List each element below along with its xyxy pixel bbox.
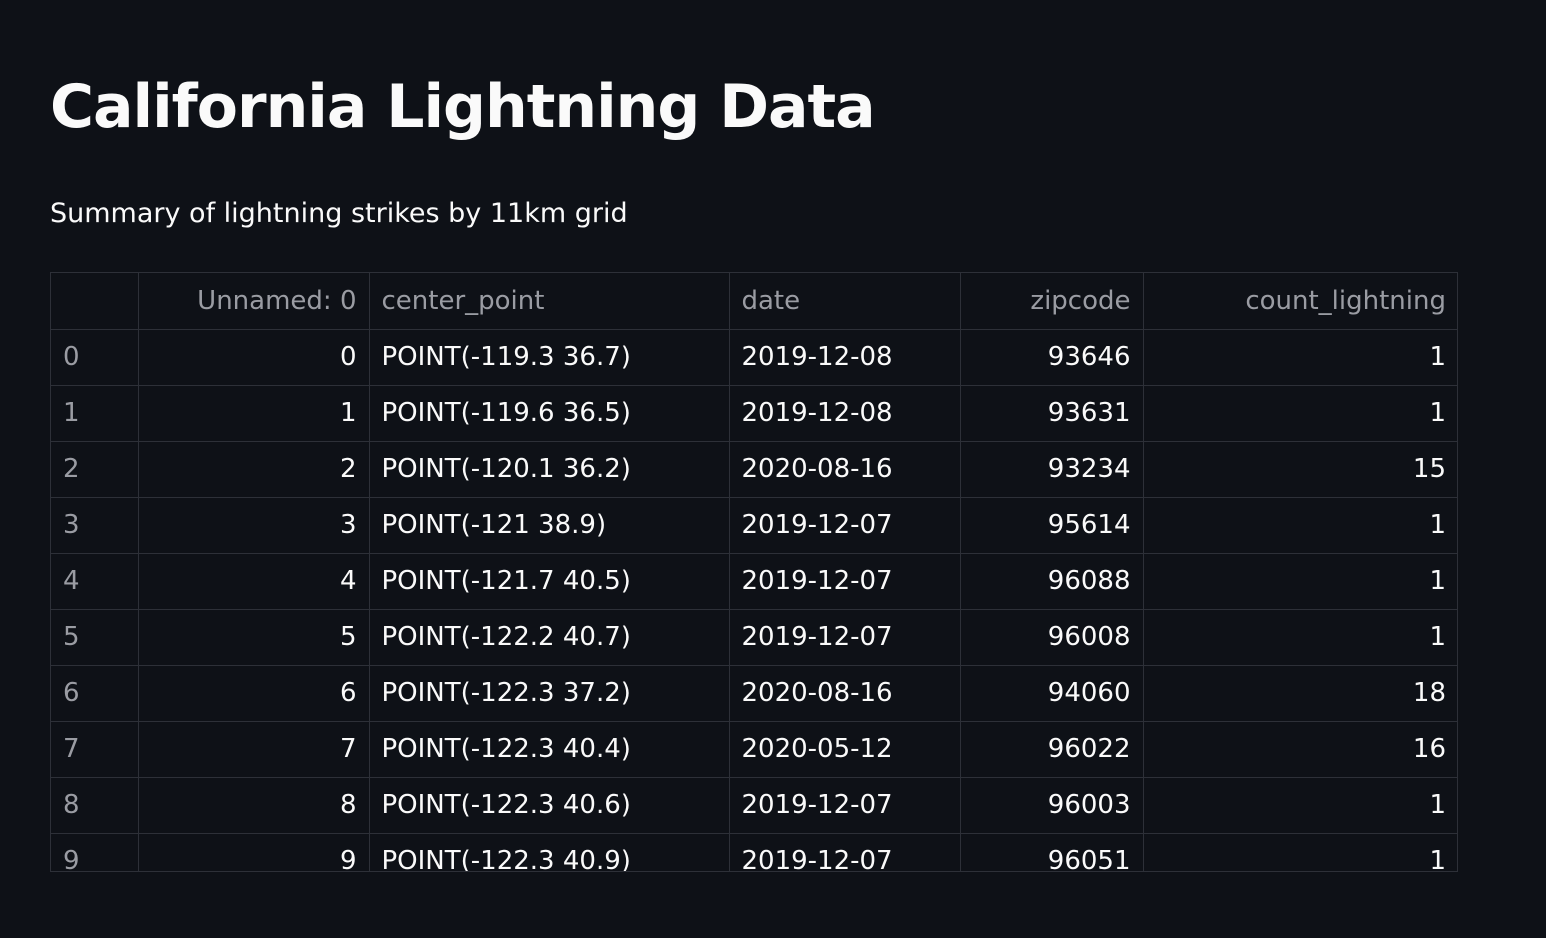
cell-index[interactable]: 6 <box>51 665 139 722</box>
cell-date[interactable]: 2019-12-08 <box>729 329 961 386</box>
cell-count-lightning[interactable]: 1 <box>1143 833 1457 871</box>
cell-zipcode[interactable]: 93646 <box>960 329 1144 386</box>
cell-count-lightning[interactable]: 1 <box>1143 609 1457 666</box>
dataframe[interactable]: Unnamed: 0 center_point date zipcode cou… <box>50 272 1458 872</box>
cell-index[interactable]: 9 <box>51 833 139 871</box>
cell-zipcode[interactable]: 96051 <box>960 833 1144 871</box>
column-header-unnamed[interactable]: Unnamed: 0 <box>138 273 370 330</box>
table-row[interactable]: 8 8 POINT(-122.3 40.6) 2019-12-07 96003 1 <box>51 777 1457 834</box>
cell-date[interactable]: 2019-12-08 <box>729 385 961 442</box>
cell-date[interactable]: 2019-12-07 <box>729 833 961 871</box>
cell-unnamed[interactable]: 9 <box>138 833 370 871</box>
cell-date[interactable]: 2019-12-07 <box>729 609 961 666</box>
cell-center-point[interactable]: POINT(-120.1 36.2) <box>369 441 730 498</box>
table-row[interactable]: 3 3 POINT(-121 38.9) 2019-12-07 95614 1 <box>51 497 1457 554</box>
cell-unnamed[interactable]: 2 <box>138 441 370 498</box>
cell-count-lightning[interactable]: 1 <box>1143 329 1457 386</box>
cell-unnamed[interactable]: 7 <box>138 721 370 778</box>
cell-date[interactable]: 2019-12-07 <box>729 777 961 834</box>
cell-count-lightning[interactable]: 18 <box>1143 665 1457 722</box>
cell-zipcode[interactable]: 95614 <box>960 497 1144 554</box>
cell-zipcode[interactable]: 96008 <box>960 609 1144 666</box>
cell-center-point[interactable]: POINT(-122.2 40.7) <box>369 609 730 666</box>
cell-unnamed[interactable]: 3 <box>138 497 370 554</box>
cell-count-lightning[interactable]: 1 <box>1143 385 1457 442</box>
cell-count-lightning[interactable]: 16 <box>1143 721 1457 778</box>
cell-zipcode[interactable]: 93234 <box>960 441 1144 498</box>
cell-unnamed[interactable]: 5 <box>138 609 370 666</box>
column-header-center-point[interactable]: center_point <box>369 273 730 330</box>
page-subtitle: Summary of lightning strikes by 11km gri… <box>50 198 628 229</box>
table-row[interactable]: 0 0 POINT(-119.3 36.7) 2019-12-08 93646 1 <box>51 329 1457 386</box>
table-row[interactable]: 6 6 POINT(-122.3 37.2) 2020-08-16 94060 18 <box>51 665 1457 722</box>
cell-center-point[interactable]: POINT(-119.3 36.7) <box>369 329 730 386</box>
table-body: 0 0 POINT(-119.3 36.7) 2019-12-08 93646 1 1 1 PO… <box>51 329 1457 871</box>
table-header-row: Unnamed: 0 center_point date zipcode cou… <box>51 273 1457 330</box>
cell-center-point[interactable]: POINT(-122.3 40.4) <box>369 721 730 778</box>
table-row[interactable]: 5 5 POINT(-122.2 40.7) 2019-12-07 96008 1 <box>51 609 1457 666</box>
cell-index[interactable]: 3 <box>51 497 139 554</box>
cell-index[interactable]: 8 <box>51 777 139 834</box>
cell-index[interactable]: 0 <box>51 329 139 386</box>
cell-zipcode[interactable]: 96022 <box>960 721 1144 778</box>
cell-date[interactable]: 2020-08-16 <box>729 665 961 722</box>
page-title: California Lightning Data <box>50 72 876 142</box>
cell-zipcode[interactable]: 94060 <box>960 665 1144 722</box>
cell-index[interactable]: 1 <box>51 385 139 442</box>
column-header-index[interactable] <box>51 273 139 330</box>
cell-date[interactable]: 2019-12-07 <box>729 553 961 610</box>
cell-unnamed[interactable]: 8 <box>138 777 370 834</box>
cell-unnamed[interactable]: 0 <box>138 329 370 386</box>
table-row[interactable]: 4 4 POINT(-121.7 40.5) 2019-12-07 96088 1 <box>51 553 1457 610</box>
cell-center-point[interactable]: POINT(-119.6 36.5) <box>369 385 730 442</box>
cell-center-point[interactable]: POINT(-122.3 37.2) <box>369 665 730 722</box>
table-row[interactable]: 9 9 POINT(-122.3 40.9) 2019-12-07 96051 1 <box>51 833 1457 871</box>
table-row[interactable]: 7 7 POINT(-122.3 40.4) 2020-05-12 96022 16 <box>51 721 1457 778</box>
table-row[interactable]: 1 1 POINT(-119.6 36.5) 2019-12-08 93631 1 <box>51 385 1457 442</box>
cell-index[interactable]: 5 <box>51 609 139 666</box>
table-row[interactable]: 2 2 POINT(-120.1 36.2) 2020-08-16 93234 15 <box>51 441 1457 498</box>
cell-date[interactable]: 2019-12-07 <box>729 497 961 554</box>
cell-center-point[interactable]: POINT(-121.7 40.5) <box>369 553 730 610</box>
cell-center-point[interactable]: POINT(-122.3 40.6) <box>369 777 730 834</box>
cell-count-lightning[interactable]: 1 <box>1143 497 1457 554</box>
cell-zipcode[interactable]: 93631 <box>960 385 1144 442</box>
data-table: Unnamed: 0 center_point date zipcode cou… <box>51 273 1457 871</box>
cell-center-point[interactable]: POINT(-121 38.9) <box>369 497 730 554</box>
cell-index[interactable]: 2 <box>51 441 139 498</box>
cell-center-point[interactable]: POINT(-122.3 40.9) <box>369 833 730 871</box>
cell-count-lightning[interactable]: 1 <box>1143 553 1457 610</box>
cell-count-lightning[interactable]: 1 <box>1143 777 1457 834</box>
cell-count-lightning[interactable]: 15 <box>1143 441 1457 498</box>
column-header-count-lightning[interactable]: count_lightning <box>1143 273 1457 330</box>
column-header-zipcode[interactable]: zipcode <box>960 273 1144 330</box>
column-header-date[interactable]: date <box>729 273 961 330</box>
cell-date[interactable]: 2020-08-16 <box>729 441 961 498</box>
cell-zipcode[interactable]: 96088 <box>960 553 1144 610</box>
cell-index[interactable]: 4 <box>51 553 139 610</box>
cell-unnamed[interactable]: 4 <box>138 553 370 610</box>
cell-index[interactable]: 7 <box>51 721 139 778</box>
cell-unnamed[interactable]: 1 <box>138 385 370 442</box>
cell-zipcode[interactable]: 96003 <box>960 777 1144 834</box>
cell-date[interactable]: 2020-05-12 <box>729 721 961 778</box>
cell-unnamed[interactable]: 6 <box>138 665 370 722</box>
